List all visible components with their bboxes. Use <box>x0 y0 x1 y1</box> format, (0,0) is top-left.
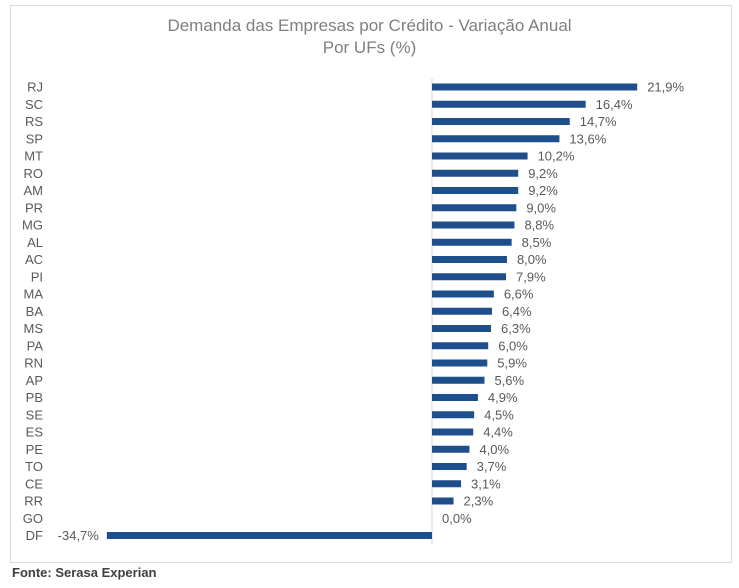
category-label-rj: RJ <box>27 80 43 95</box>
source-note: Fonte: Serasa Experian <box>12 565 157 580</box>
category-label-al: AL <box>27 235 43 250</box>
category-label-ce: CE <box>25 476 43 491</box>
data-label-es: 4,4% <box>483 425 513 440</box>
data-label-pb: 4,9% <box>488 390 518 405</box>
category-label-to: TO <box>25 459 43 474</box>
data-label-rs: 14,7% <box>580 114 617 129</box>
bar-rr <box>432 497 454 505</box>
data-label-ma: 6,6% <box>504 287 534 302</box>
data-label-sp: 13,6% <box>569 131 606 146</box>
bar-es <box>432 428 474 436</box>
category-label-pr: PR <box>25 200 43 215</box>
bar-pb <box>432 394 478 401</box>
category-label-rr: RR <box>24 494 43 509</box>
bar-sp <box>432 135 560 143</box>
bar-rj <box>432 83 638 91</box>
category-label-go: GO <box>23 511 43 526</box>
bar-ap <box>432 376 485 384</box>
data-label-ro: 9,2% <box>528 166 558 181</box>
bar-rs <box>432 118 570 125</box>
bar-am <box>432 187 519 194</box>
category-label-ms: MS <box>24 321 44 336</box>
bar-ba <box>432 307 492 315</box>
data-label-ac: 8,0% <box>517 252 547 267</box>
category-label-ro: RO <box>24 166 44 181</box>
category-label-am: AM <box>24 183 44 198</box>
bar-ce <box>432 480 462 488</box>
category-label-pi: PI <box>31 269 43 284</box>
category-label-sc: SC <box>25 97 43 112</box>
data-label-pa: 6,0% <box>498 338 528 353</box>
bar-rn <box>432 359 488 367</box>
bar-ro <box>432 169 519 177</box>
category-label-se: SE <box>26 407 44 422</box>
data-label-al: 8,5% <box>522 235 552 250</box>
category-label-mg: MG <box>22 218 43 233</box>
chart-frame <box>10 5 732 563</box>
bar-pr <box>432 204 517 212</box>
data-label-pe: 4,0% <box>479 442 509 457</box>
data-label-rn: 5,9% <box>497 356 527 371</box>
data-label-go: 0,0% <box>442 511 472 526</box>
data-label-mg: 8,8% <box>524 218 554 233</box>
category-label-pa: PA <box>27 338 44 353</box>
category-label-ap: AP <box>26 373 43 388</box>
category-label-pe: PE <box>26 442 44 457</box>
category-label-pb: PB <box>26 390 43 405</box>
data-label-ce: 3,1% <box>471 476 501 491</box>
bar-pe <box>432 445 470 453</box>
chart-title: Demanda das Empresas por Crédito - Varia… <box>167 16 572 35</box>
data-label-mt: 10,2% <box>538 149 575 164</box>
data-label-df: -34,7% <box>58 528 100 543</box>
bar-ac <box>432 256 507 263</box>
bar-pi <box>432 273 507 281</box>
data-label-am: 9,2% <box>528 183 558 198</box>
data-label-rr: 2,3% <box>464 494 494 509</box>
bar-se <box>432 411 475 419</box>
data-label-to: 3,7% <box>477 459 507 474</box>
bar-ms <box>432 325 492 332</box>
category-label-ma: MA <box>24 287 44 302</box>
data-label-ms: 6,3% <box>501 321 531 336</box>
category-label-es: ES <box>26 425 44 440</box>
bar-df <box>106 532 433 539</box>
category-label-df: DF <box>26 528 43 543</box>
bar-mt <box>432 152 528 160</box>
category-label-ba: BA <box>26 304 44 319</box>
data-label-ap: 5,6% <box>494 373 524 388</box>
chart-subtitle: Por UFs (%) <box>322 38 417 57</box>
bar-sc <box>432 100 586 108</box>
data-label-se: 4,5% <box>484 407 514 422</box>
category-label-rn: RN <box>24 356 43 371</box>
category-label-rs: RS <box>25 114 43 129</box>
bar-to <box>432 463 467 470</box>
category-label-ac: AC <box>25 252 43 267</box>
data-label-ba: 6,4% <box>502 304 532 319</box>
data-label-pi: 7,9% <box>516 269 546 284</box>
data-label-sc: 16,4% <box>596 97 633 112</box>
bar-al <box>432 238 512 246</box>
bar-pa <box>432 342 489 350</box>
bar-mg <box>432 221 515 229</box>
data-label-rj: 21,9% <box>647 80 684 95</box>
category-label-sp: SP <box>26 131 43 146</box>
data-label-pr: 9,0% <box>526 200 556 215</box>
bar-ma <box>432 290 494 298</box>
category-label-mt: MT <box>24 149 43 164</box>
